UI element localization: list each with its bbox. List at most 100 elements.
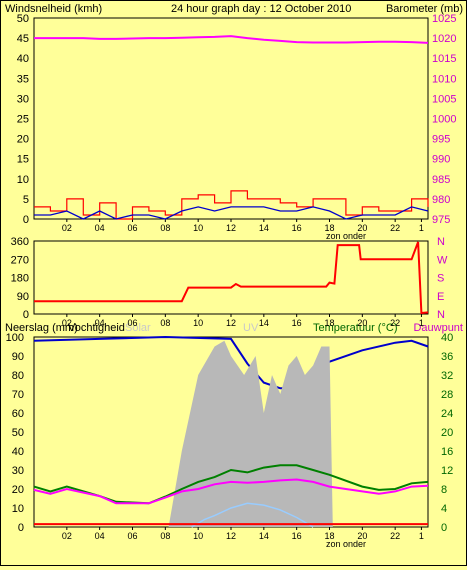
series-line-wind-gust	[34, 190, 429, 220]
direction-tick-label: 0	[23, 309, 29, 321]
temperature-tick-label: 36	[441, 351, 453, 363]
x-tick-label: 18	[324, 318, 334, 328]
left-tick-label: 15	[17, 154, 29, 166]
dewpoint-axis-label: Dauwpunt	[413, 322, 463, 334]
left-tick-label: 45	[17, 33, 29, 45]
x-tick-label: 06	[127, 318, 137, 328]
temperature-tick-label: 40	[441, 332, 453, 344]
series-line-uv	[191, 502, 314, 528]
direction-tick-label: 270	[11, 254, 29, 266]
direction-tick-label: 360	[11, 236, 29, 248]
compass-tick-label: N	[437, 309, 445, 321]
left-tick-label: 30	[17, 93, 29, 105]
right-tick-label: 1015	[432, 53, 456, 65]
barometer-axis-label: Barometer (mb)	[386, 3, 463, 15]
right-tick-label: 1010	[432, 73, 456, 85]
x-tick-label: 04	[95, 223, 105, 233]
left-tick-label: 0	[23, 214, 29, 226]
compass-tick-label: W	[437, 254, 448, 266]
temperature-tick-label: 12	[441, 465, 453, 477]
right-tick-label: 1000	[432, 114, 456, 126]
right-tick-label: 990	[432, 154, 450, 166]
right-tick-label: 995	[432, 134, 450, 146]
x-tick-label: 12	[226, 318, 236, 328]
series-line-dewpoint	[33, 478, 429, 505]
x-tick-label: 16	[292, 318, 302, 328]
x-tick-label: 14	[259, 318, 269, 328]
direction-tick-label: 180	[11, 273, 29, 285]
x-tick-label: 16	[292, 223, 302, 233]
temperature-axis-label: Temperatuur (°C)	[313, 322, 397, 334]
wind-axis-label: Windsnelheid (kmh)	[5, 3, 102, 15]
series-line-wind-average	[34, 206, 429, 220]
x-tick-label: 1	[419, 223, 424, 233]
left-tick-label: 35	[17, 73, 29, 85]
humidity-tick-label: 20	[12, 484, 24, 496]
right-tick-label: 980	[432, 194, 450, 206]
temperature-tick-label: 32	[441, 370, 453, 382]
left-tick-label: 25	[17, 114, 29, 126]
x-tick-label: 10	[193, 531, 203, 541]
temperature-tick-label: 20	[441, 427, 453, 439]
x-tick-label: 04	[95, 531, 105, 541]
left-tick-label: 5	[23, 194, 29, 206]
temperature-tick-label: 16	[441, 446, 453, 458]
x-tick-label: 04	[95, 318, 105, 328]
x-tick-label: 20	[357, 223, 367, 233]
solar-axis-label: Solar	[125, 322, 151, 334]
left-tick-label: 40	[17, 53, 29, 65]
series-line-barometer	[34, 35, 429, 44]
rain-axis-label: Neerslag (mm)	[5, 322, 78, 334]
series-line-wind-direction	[34, 241, 429, 315]
x-tick-label: 08	[160, 318, 170, 328]
right-tick-label: 975	[432, 214, 450, 226]
right-tick-label: 985	[432, 174, 450, 186]
temperature-tick-label: 4	[441, 503, 447, 515]
x-tick-label: 08	[160, 531, 170, 541]
compass-tick-label: S	[437, 273, 444, 285]
x-tick-label: 10	[193, 223, 203, 233]
x-tick-label: 18	[324, 531, 334, 541]
humidity-tick-label: 50	[12, 427, 24, 439]
humidity-tick-label: 80	[12, 370, 24, 382]
graph-title: 24 hour graph day : 12 October 2010	[171, 3, 351, 15]
x-tick-label: 06	[127, 531, 137, 541]
x-tick-label: 06	[127, 223, 137, 233]
x-tick-label: 08	[160, 223, 170, 233]
humidity-tick-label: 30	[12, 465, 24, 477]
x-tick-label: 22	[390, 531, 400, 541]
x-tick-label: 12	[226, 223, 236, 233]
temperature-tick-label: 8	[441, 484, 447, 496]
x-tick-label: 1	[419, 531, 424, 541]
x-tick-label: 16	[292, 531, 302, 541]
compass-tick-label: N	[437, 236, 445, 248]
x-tick-label: 02	[62, 318, 72, 328]
direction-tick-label: 90	[17, 291, 29, 303]
x-tick-label: 22	[390, 318, 400, 328]
x-tick-label: 20	[357, 318, 367, 328]
x-tick-label: 22	[390, 223, 400, 233]
left-tick-label: 10	[17, 174, 29, 186]
humidity-tick-label: 60	[12, 408, 24, 420]
uv-axis-label: UV	[243, 322, 259, 334]
left-tick-label: 20	[17, 134, 29, 146]
x-tick-label: 12	[226, 531, 236, 541]
sunset-label-bottom: zon onder	[326, 539, 366, 549]
x-tick-label: 20	[357, 531, 367, 541]
right-tick-label: 1020	[432, 33, 456, 45]
sunset-label-top: zon onder	[326, 231, 366, 241]
x-tick-label: 14	[259, 531, 269, 541]
humidity-tick-label: 90	[12, 351, 24, 363]
temperature-tick-label: 28	[441, 389, 453, 401]
humidity-tick-label: 40	[12, 446, 24, 458]
humidity-tick-label: 10	[12, 503, 24, 515]
x-tick-label: 1	[419, 318, 424, 328]
humidity-tick-label: 70	[12, 389, 24, 401]
humidity-axis-label: Vochtigheid	[68, 322, 125, 334]
x-tick-label: 18	[324, 223, 334, 233]
temperature-tick-label: 24	[441, 408, 453, 420]
humidity-tick-label: 100	[6, 332, 24, 344]
panel-wind-barometer	[33, 17, 429, 220]
panel-wind-direction	[33, 240, 429, 315]
